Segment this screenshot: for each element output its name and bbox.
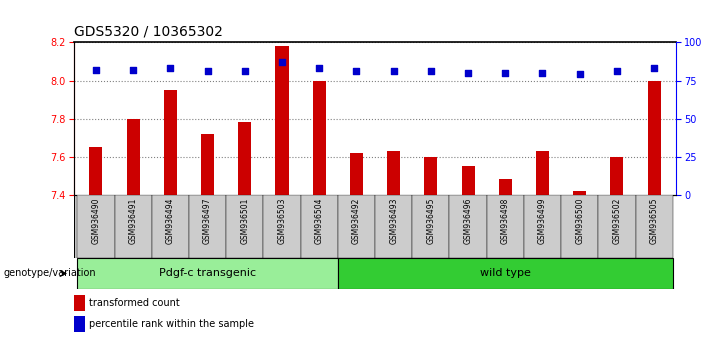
Bar (313, 80, 326, 195)
FancyBboxPatch shape (412, 195, 449, 258)
Point (239, 69, 250, 74)
Text: GDS5320 / 10365302: GDS5320 / 10365302 (74, 24, 222, 38)
Text: GSM936505: GSM936505 (650, 197, 659, 244)
Text: Pdgf-c transgenic: Pdgf-c transgenic (159, 268, 256, 279)
Bar (648, 80, 660, 195)
Text: GSM936491: GSM936491 (129, 197, 137, 244)
Bar (338, 258, 673, 289)
Point (537, 70, 548, 76)
FancyBboxPatch shape (189, 195, 226, 258)
Point (388, 69, 400, 74)
Point (611, 69, 622, 74)
Point (350, 69, 362, 74)
FancyBboxPatch shape (74, 195, 669, 258)
FancyBboxPatch shape (561, 195, 599, 258)
Point (648, 65, 660, 71)
FancyBboxPatch shape (114, 195, 151, 258)
Text: GSM936495: GSM936495 (426, 197, 435, 244)
Bar (127, 119, 139, 195)
Point (276, 59, 287, 65)
FancyBboxPatch shape (151, 195, 189, 258)
Point (463, 70, 474, 76)
Point (313, 65, 325, 71)
Bar (201, 134, 214, 195)
FancyBboxPatch shape (375, 195, 412, 258)
Text: GSM936498: GSM936498 (501, 197, 510, 244)
FancyBboxPatch shape (599, 195, 636, 258)
Bar (461, 166, 475, 195)
FancyBboxPatch shape (226, 195, 264, 258)
Text: GSM936503: GSM936503 (278, 197, 287, 244)
FancyBboxPatch shape (264, 195, 301, 258)
FancyBboxPatch shape (77, 195, 114, 258)
Bar (350, 153, 363, 195)
Text: GSM936492: GSM936492 (352, 197, 361, 244)
Text: percentile rank within the sample: percentile rank within the sample (90, 319, 254, 329)
Text: GSM936497: GSM936497 (203, 197, 212, 244)
Text: GSM936496: GSM936496 (463, 197, 472, 244)
Bar (536, 151, 549, 195)
Text: GSM936502: GSM936502 (613, 197, 621, 244)
Text: GSM936499: GSM936499 (538, 197, 547, 244)
Bar (573, 191, 586, 195)
Bar (611, 157, 623, 195)
Text: transformed count: transformed count (90, 298, 180, 308)
Bar (164, 90, 177, 195)
Point (574, 72, 585, 77)
FancyBboxPatch shape (636, 195, 673, 258)
Point (426, 69, 437, 74)
Bar (424, 157, 437, 195)
Bar (499, 179, 512, 195)
Text: GSM936494: GSM936494 (166, 197, 175, 244)
FancyBboxPatch shape (338, 195, 375, 258)
FancyBboxPatch shape (524, 195, 561, 258)
Point (128, 67, 139, 73)
FancyBboxPatch shape (486, 195, 524, 258)
Text: GSM936500: GSM936500 (576, 197, 584, 244)
Text: wild type: wild type (480, 268, 531, 279)
FancyBboxPatch shape (301, 195, 338, 258)
Point (90, 67, 102, 73)
Bar (387, 151, 400, 195)
Bar (238, 122, 251, 195)
Text: GSM936501: GSM936501 (240, 197, 250, 244)
Bar (74, 295, 85, 311)
Bar (275, 46, 289, 195)
Text: GSM936490: GSM936490 (91, 197, 100, 244)
Text: GSM936504: GSM936504 (315, 197, 324, 244)
Bar (74, 316, 85, 332)
Text: genotype/variation: genotype/variation (4, 268, 96, 279)
Bar (90, 147, 102, 195)
Text: GSM936493: GSM936493 (389, 197, 398, 244)
FancyBboxPatch shape (449, 195, 486, 258)
Point (500, 70, 511, 76)
Point (165, 65, 176, 71)
Bar (77, 258, 338, 289)
Point (202, 69, 213, 74)
